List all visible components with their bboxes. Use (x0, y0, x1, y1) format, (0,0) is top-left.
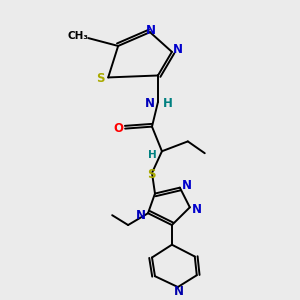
Text: CH₃: CH₃ (68, 31, 89, 41)
Text: H: H (163, 97, 173, 110)
Text: H: H (148, 150, 156, 160)
Text: S: S (147, 168, 155, 182)
Text: N: N (174, 285, 184, 298)
Text: O: O (113, 122, 123, 135)
Text: S: S (96, 72, 104, 85)
Text: N: N (146, 24, 156, 37)
Text: N: N (145, 97, 155, 110)
Text: N: N (136, 209, 146, 222)
Text: N: N (182, 179, 192, 192)
Text: N: N (173, 44, 183, 56)
Text: N: N (192, 203, 202, 216)
